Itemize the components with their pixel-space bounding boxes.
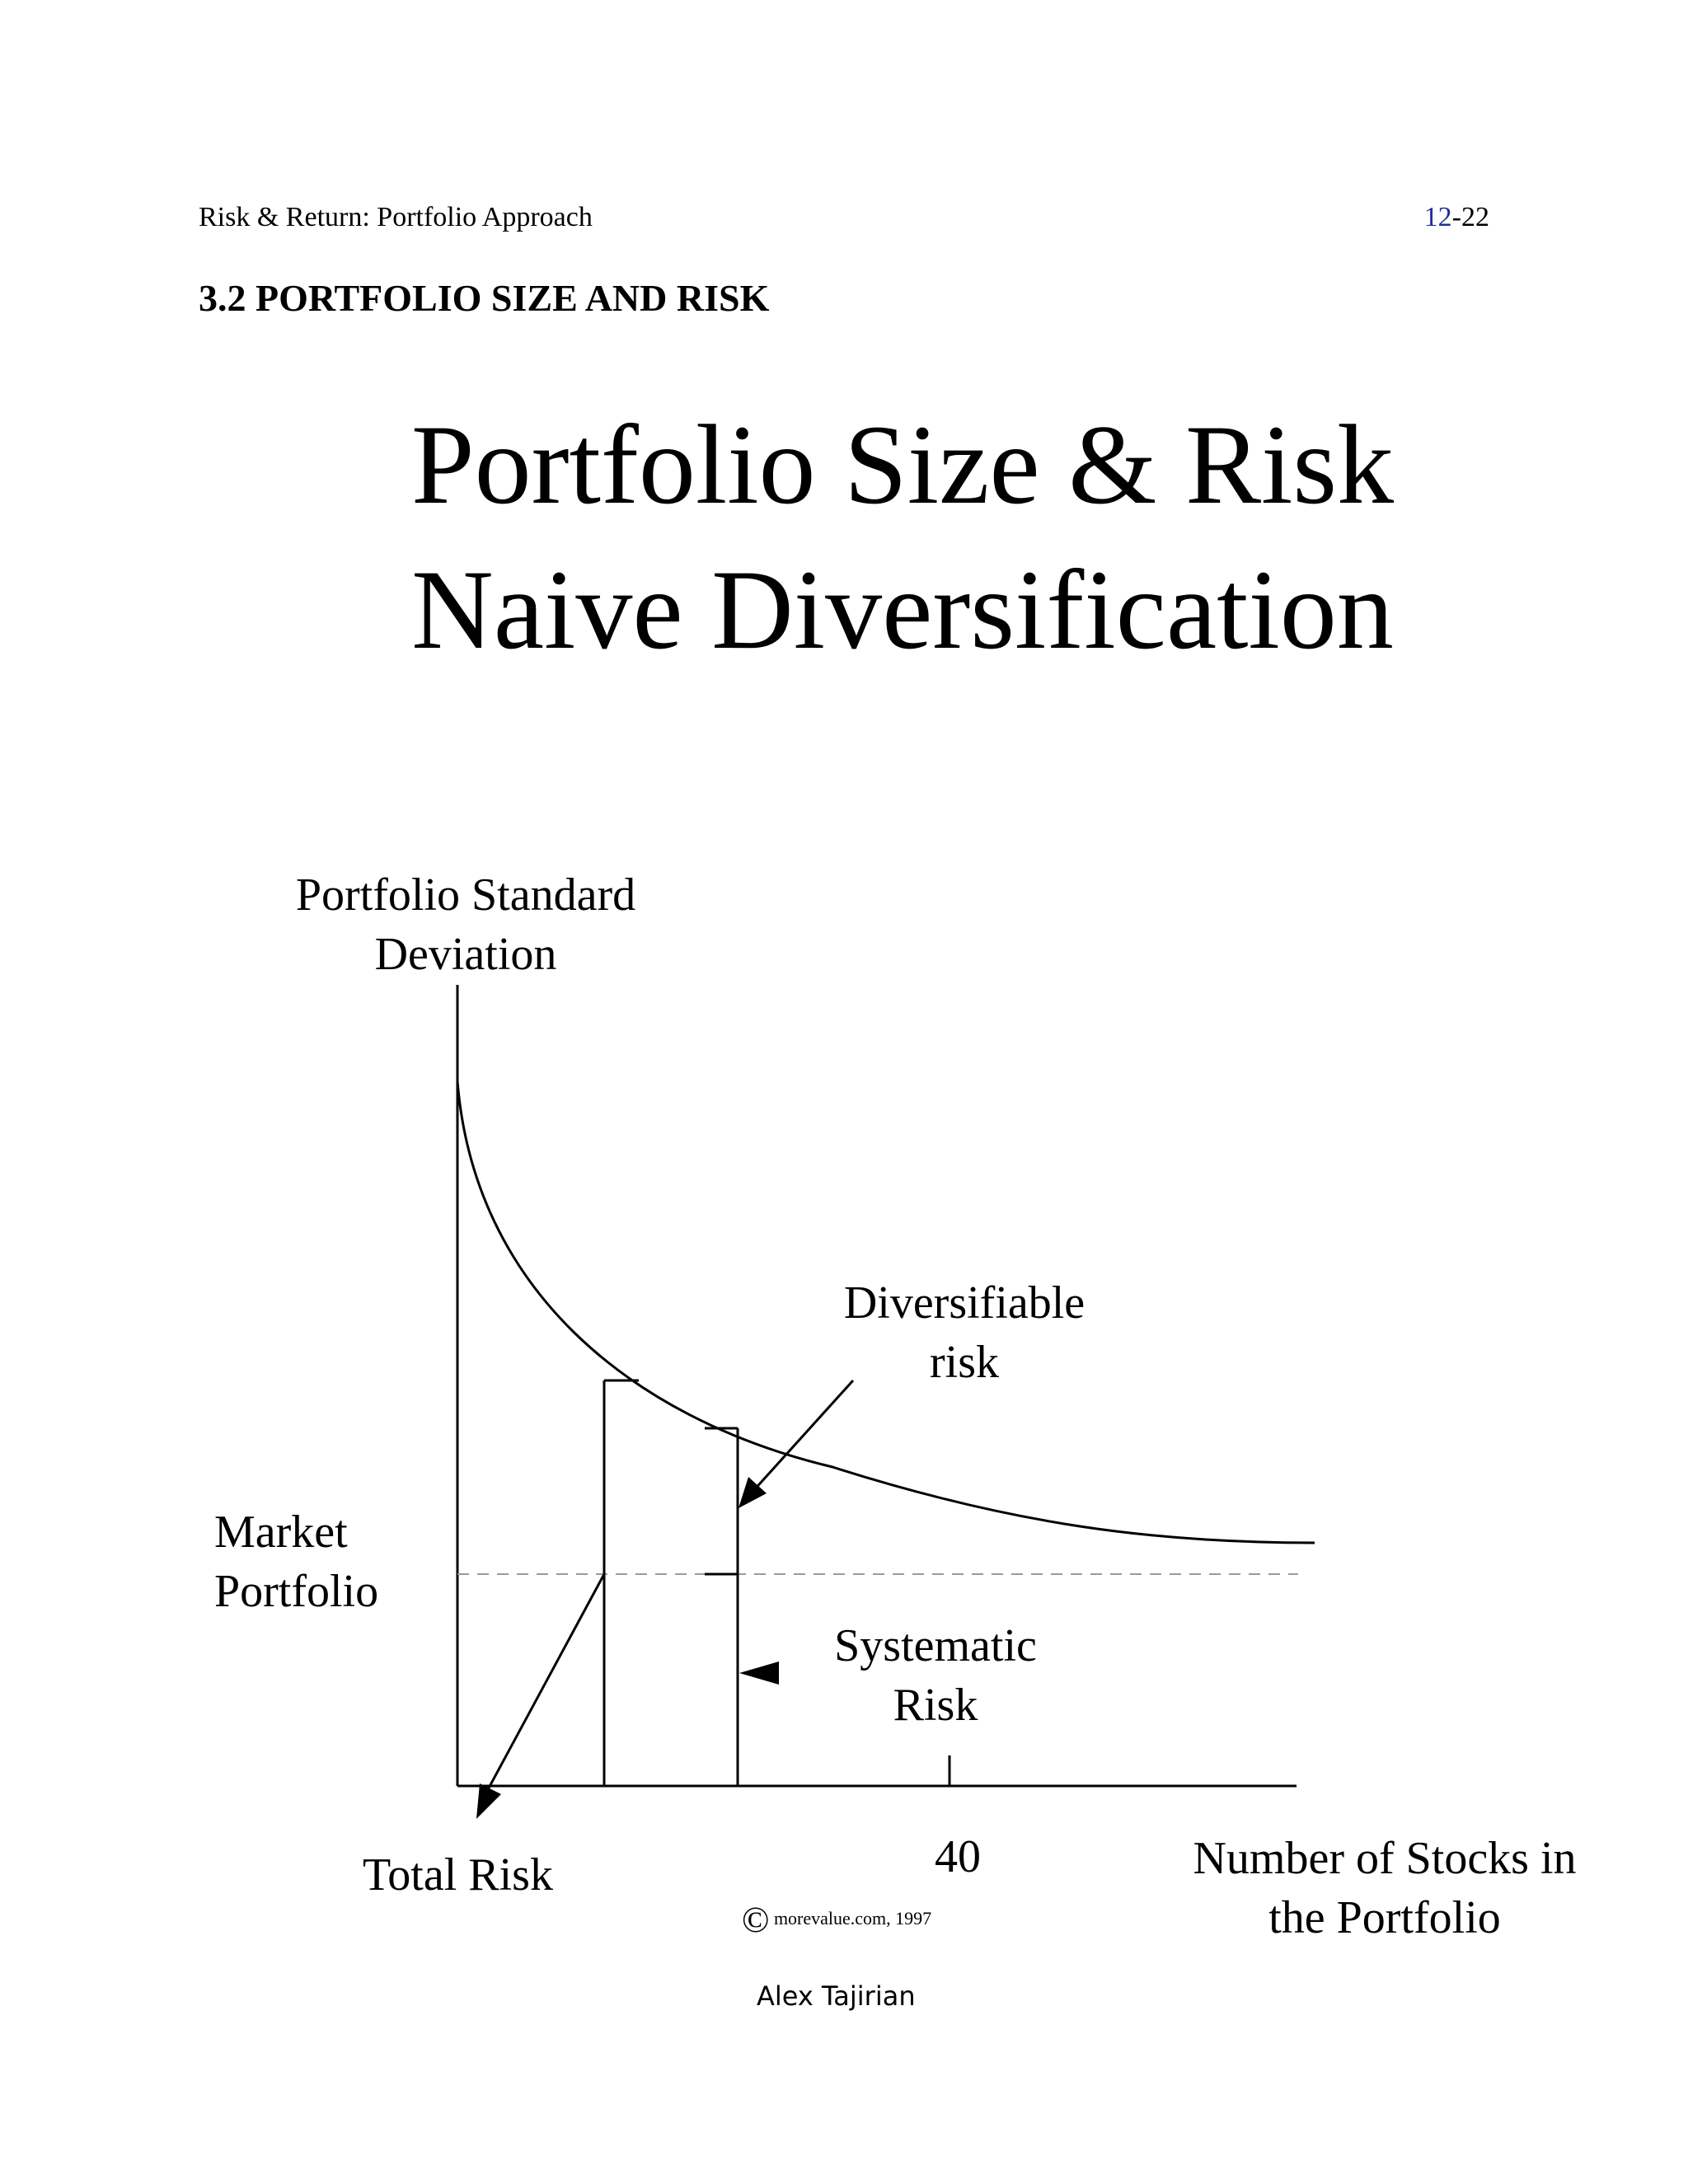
slide-title-line-1: Portfolio Size & Risk	[410, 401, 1395, 527]
slide-title: Portfolio Size & Risk Naive Diversificat…	[0, 392, 1688, 682]
market-portfolio-label-line-2: Portfolio	[214, 1566, 379, 1617]
diversifiable-arrow-head	[738, 1477, 767, 1508]
market-portfolio-label: Market Portfolio	[214, 1502, 378, 1621]
page-number: 12-22	[1424, 201, 1489, 234]
total-risk-arrow-line	[485, 1573, 606, 1793]
systematic-risk-label-line-2: Risk	[893, 1680, 978, 1731]
running-header-title: Risk & Return: Portfolio Approach	[199, 202, 593, 232]
copyright-icon: ©	[742, 1900, 770, 1940]
diversifiable-risk-label: Diversifiable risk	[812, 1273, 1117, 1392]
market-portfolio-label-line-1: Market	[214, 1507, 348, 1558]
y-axis-label-line-1: Portfolio Standard	[295, 869, 636, 921]
systematic-risk-label: Systematic Risk	[795, 1616, 1076, 1735]
x-tick-label-40: 40	[935, 1831, 981, 1882]
y-axis-label-line-2: Deviation	[374, 929, 557, 980]
x-axis-label-line-2: the Portfolio	[1268, 1892, 1501, 1943]
page-number-chapter: 12	[1423, 202, 1452, 232]
total-risk-label: Total Risk	[363, 1849, 553, 1900]
total-risk-arrow-head	[476, 1783, 501, 1819]
systematic-arrow-head	[739, 1661, 779, 1685]
copyright-text: morevalue.com, 1997	[773, 1908, 932, 1929]
diversifiable-arrow-line	[751, 1379, 855, 1493]
diversifiable-risk-label-line-1: Diversifiable	[843, 1277, 1085, 1329]
author-footer: Alex Tajirian	[757, 1980, 916, 2012]
diversifiable-risk-label-line-2: risk	[930, 1337, 999, 1388]
systematic-risk-label-line-1: Systematic	[834, 1620, 1037, 1671]
section-heading: 3.2 PORTFOLIO SIZE AND RISK	[199, 277, 770, 319]
portfolio-risk-curve	[456, 1080, 1315, 1544]
y-axis-label: Portfolio Standard Deviation	[272, 865, 659, 984]
page-number-rest: -22	[1451, 202, 1489, 232]
x-axis-label-line-1: Number of Stocks in	[1193, 1833, 1577, 1884]
x-axis-label: Number of Stocks in the Portfolio	[1162, 1829, 1607, 1947]
copyright-notice: © morevalue.com, 1997	[742, 1902, 931, 1938]
slide-title-line-2: Naive Diversification	[411, 546, 1394, 673]
